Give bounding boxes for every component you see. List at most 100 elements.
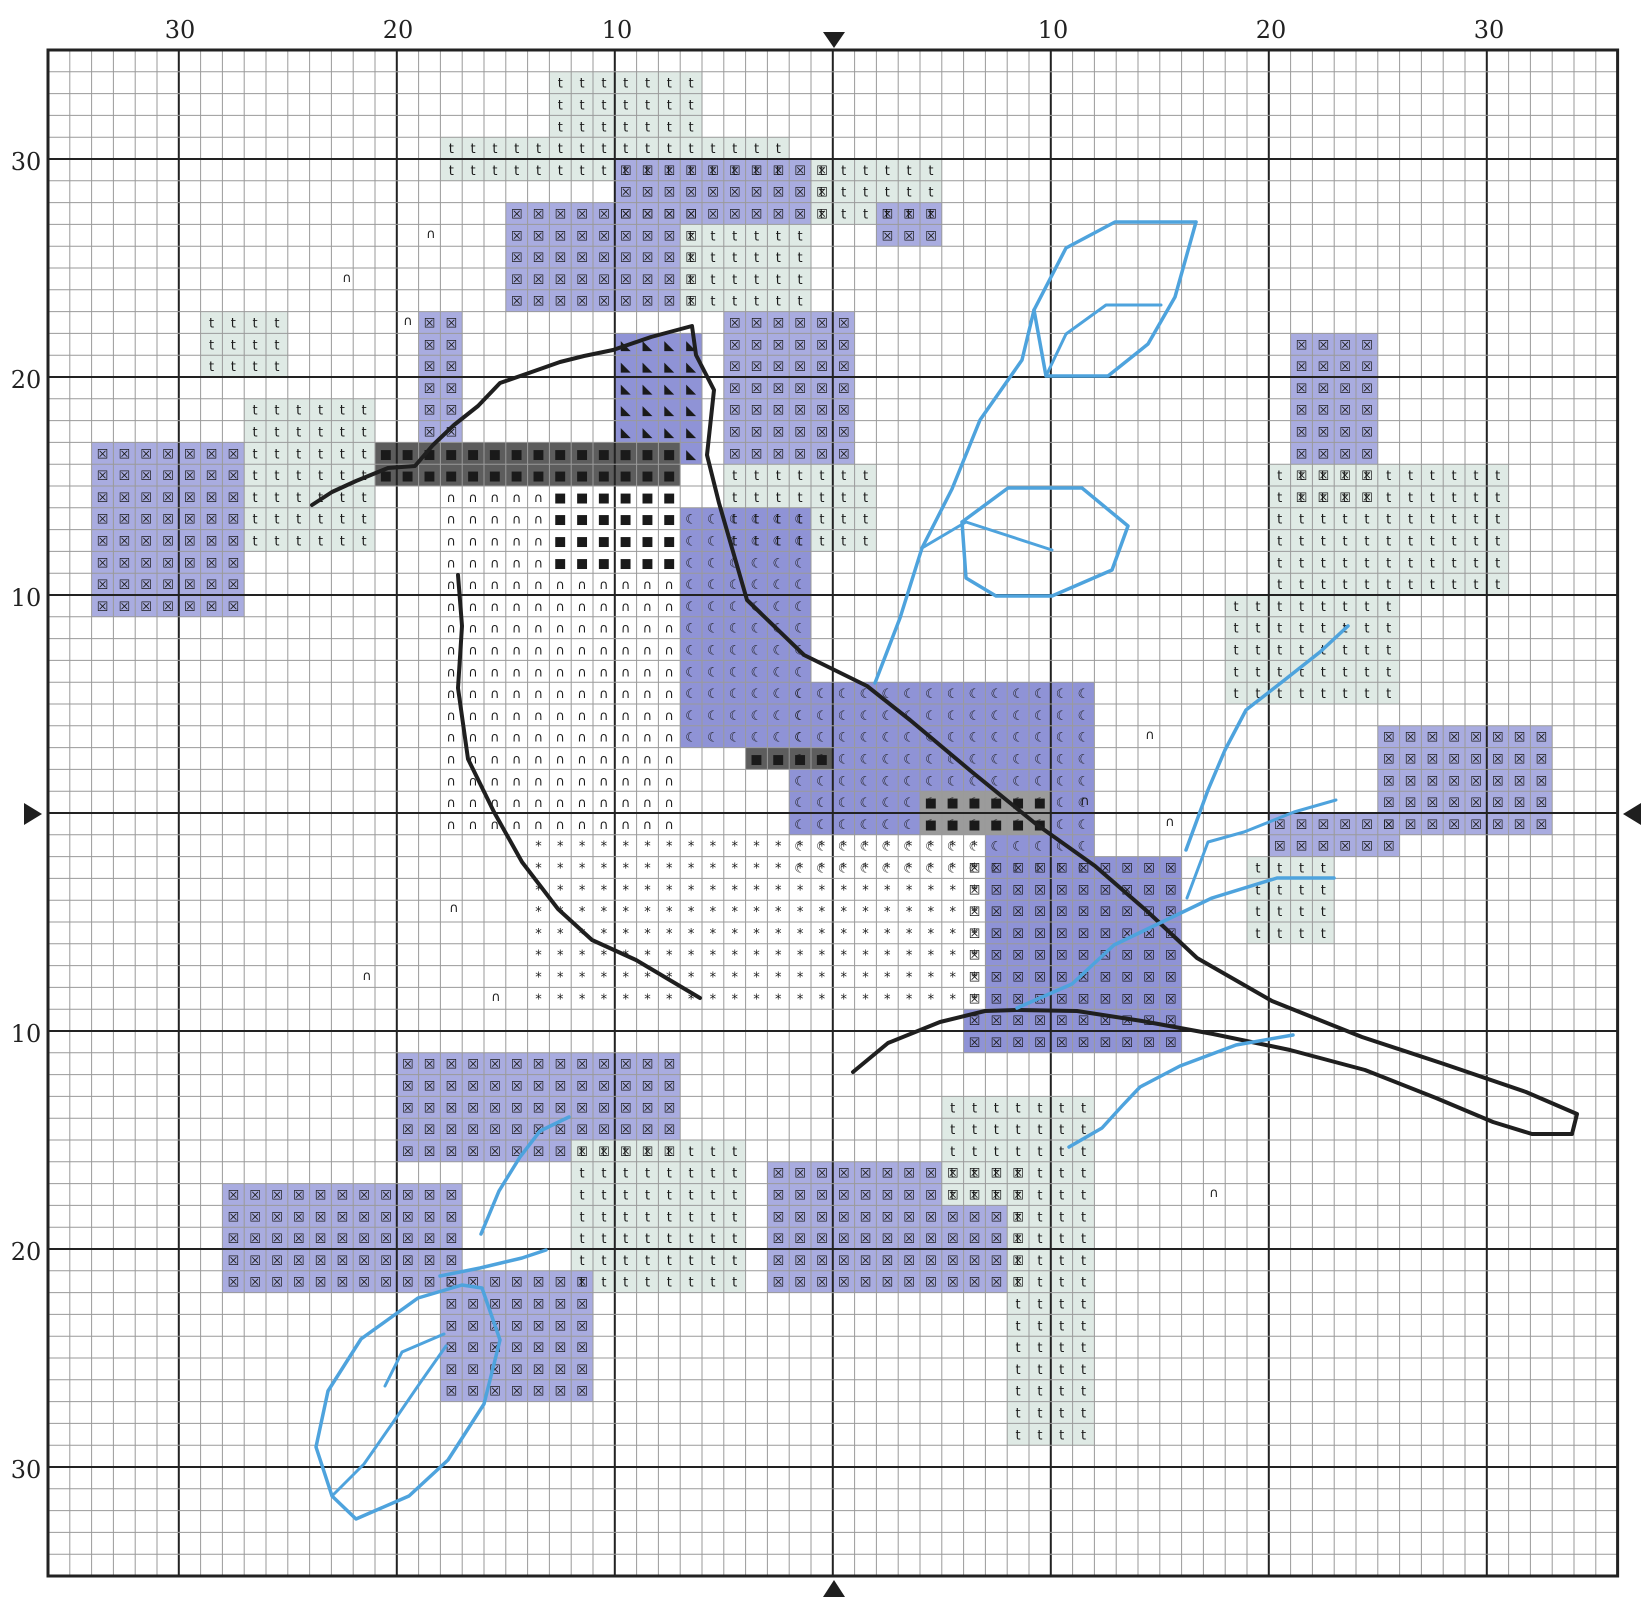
left-foliage-lavender-fill xyxy=(178,486,201,508)
bird-belly-star-fill xyxy=(614,900,637,922)
bird-back-blue-fill xyxy=(702,551,724,574)
right-foliage-green-fill xyxy=(1377,486,1400,508)
right-foliage-lavender-symbol: ☒ xyxy=(1514,774,1526,789)
bird-crest-blue-fill xyxy=(614,377,637,399)
right-foliage-lavender-fill xyxy=(1312,813,1335,835)
bird-neck-black-fill xyxy=(571,442,593,465)
left-foliage-lavender-fill xyxy=(91,551,114,574)
bird-mask-black-fill xyxy=(396,464,419,486)
bottom-foliage-green-symbol: t xyxy=(1081,1319,1086,1334)
right-foliage-lavender-symbol: ☒ xyxy=(1296,360,1308,375)
bird-breast-white-symbol: ∩ xyxy=(665,578,675,593)
mid-foliage-green-symbol: t xyxy=(841,469,846,484)
bottom-foliage-green-symbol: t xyxy=(1059,1254,1064,1269)
bottom-foliage-lavender-symbol: ☒ xyxy=(838,1276,850,1291)
arc-mark-7: ∩ xyxy=(1145,728,1155,743)
bottom-foliage-lavender-symbol: ☒ xyxy=(489,1385,501,1400)
bottom-foliage-green-symbol: t xyxy=(1037,1428,1042,1443)
right-foliage-green-fill xyxy=(1312,660,1335,683)
bird-belly-star-fill xyxy=(920,834,942,857)
right-foliage-lavender-fill xyxy=(1421,813,1444,835)
bottom-foliage-lavender-symbol: ☒ xyxy=(467,1123,479,1138)
bird-tail-blue-fill xyxy=(1138,878,1160,901)
bird-tail-blue-fill xyxy=(1159,943,1182,966)
bottom-foliage-lavender-symbol: ☒ xyxy=(424,1123,436,1138)
bird-belly-star-symbol: * xyxy=(622,927,629,942)
bird-belly-star-symbol: * xyxy=(884,949,891,964)
bird-belly-star-symbol: * xyxy=(928,992,935,1007)
bird-belly-star-fill xyxy=(658,900,681,922)
bird-tail-blue-symbol: ☒ xyxy=(1121,905,1133,920)
right-foliage-lavender-fill xyxy=(1486,791,1509,813)
bird-tail-blue-fill xyxy=(1094,1031,1117,1053)
bird-tail-blue-symbol: ☒ xyxy=(1121,992,1133,1007)
bottom-foliage-lavender-symbol: ☒ xyxy=(816,1210,828,1225)
left-foliage-green-fill xyxy=(266,464,288,486)
bird-belly-star-symbol: * xyxy=(949,927,956,942)
bird-tail-blue-fill xyxy=(1007,965,1029,988)
bird-back-blue-fill xyxy=(702,595,724,617)
right-foliage-lavender-fill xyxy=(1443,769,1465,792)
bird-tail-blue-symbol: ☒ xyxy=(1056,905,1068,920)
bottom-foliage-green-symbol: t xyxy=(601,1189,606,1204)
left-foliage-lavender-symbol: ☒ xyxy=(184,578,196,593)
right-center-arrow xyxy=(1623,803,1641,825)
top-foliage-green-symbol: t xyxy=(710,251,715,266)
bird-breast-white-symbol: ∩ xyxy=(447,491,457,506)
bird-wing-bar-black-symbol: ■ xyxy=(816,753,828,768)
bird-breast-white-fill xyxy=(658,529,681,552)
bottom-foliage-green-symbol: t xyxy=(689,1232,694,1247)
bird-breast-white-fill xyxy=(593,595,615,617)
left-foliage-lavender-symbol: ☒ xyxy=(140,513,152,528)
bird-belly-star-symbol: * xyxy=(622,840,629,855)
top-foliage-lavender-symbol: ☒ xyxy=(533,208,545,223)
bottom-foliage-lavender-symbol: ☒ xyxy=(533,1080,545,1095)
left-foliage-green-fill xyxy=(287,442,310,465)
bird-wing-blue-fill xyxy=(1029,704,1051,726)
bottom-foliage-green-symbol: t xyxy=(972,1189,977,1204)
bottom-foliage-lavender-symbol: ☒ xyxy=(445,1385,457,1400)
right-foliage-green-fill xyxy=(1356,638,1378,661)
bird-breast-white-symbol: ∩ xyxy=(512,556,522,571)
bird-breast-white-symbol: ∩ xyxy=(447,731,457,746)
bird-tail-blue-symbol: ☒ xyxy=(1078,862,1090,877)
bird-back-blue-symbol: ☾ xyxy=(751,665,763,680)
left-foliage-green-fill xyxy=(244,442,266,465)
right-foliage-green-symbol: t xyxy=(1343,556,1348,571)
top-foliage-lavender-fill xyxy=(549,268,572,290)
bird-belly-star-symbol: * xyxy=(775,905,782,920)
right-foliage-green-fill xyxy=(1399,529,1422,552)
bird-wing-blue-fill xyxy=(898,725,920,748)
bird-belly-star-symbol: * xyxy=(819,992,826,1007)
top-foliage-green-symbol: t xyxy=(558,164,563,179)
bottom-foliage-green-symbol: t xyxy=(1059,1276,1064,1291)
left-foliage-lavender-symbol: ☒ xyxy=(227,578,239,593)
right-foliage-green-fill xyxy=(1443,551,1465,574)
right-foliage-green-symbol: t xyxy=(1430,578,1435,593)
right-foliage-green-symbol: t xyxy=(1277,578,1282,593)
bird-wing-bar-gray-fill xyxy=(963,813,986,835)
bird-wing-blue-symbol: ☾ xyxy=(1012,753,1024,768)
bottom-foliage-lavender-symbol: ☒ xyxy=(249,1189,261,1204)
left-foliage-lavender-symbol: ☒ xyxy=(227,535,239,550)
bird-breast-white-fill xyxy=(658,813,681,835)
bird-breast-white-symbol: ∩ xyxy=(468,796,478,811)
bird-breast-white-fill xyxy=(614,507,637,530)
bird-back-blue-fill xyxy=(745,638,768,661)
bird-breast-white-symbol: ∩ xyxy=(643,622,653,637)
right-foliage-lavender-symbol: ☒ xyxy=(1426,818,1438,833)
bottom-foliage-green-symbol: t xyxy=(1081,1385,1086,1400)
mid-foliage-green-symbol: t xyxy=(754,491,759,506)
top-foliage-green-fill xyxy=(658,137,681,159)
bottom-foliage-lavender-symbol: ☒ xyxy=(663,1101,675,1116)
left-foliage-green-symbol: t xyxy=(209,360,214,375)
bird-back-blue-fill xyxy=(702,529,724,552)
top-foliage-green-fill xyxy=(723,246,746,268)
top-foliage-green-fill xyxy=(593,71,615,94)
top-foliage-lavender-symbol: ☒ xyxy=(620,208,632,223)
right-foliage-lavender-symbol: ☒ xyxy=(1339,840,1351,855)
bird-wing-blue-fill xyxy=(1072,769,1095,792)
bird-tail-blue-fill xyxy=(1050,987,1073,1010)
bird-tail-blue-symbol: ☒ xyxy=(1056,992,1068,1007)
bird-breast-white-fill xyxy=(658,725,681,748)
